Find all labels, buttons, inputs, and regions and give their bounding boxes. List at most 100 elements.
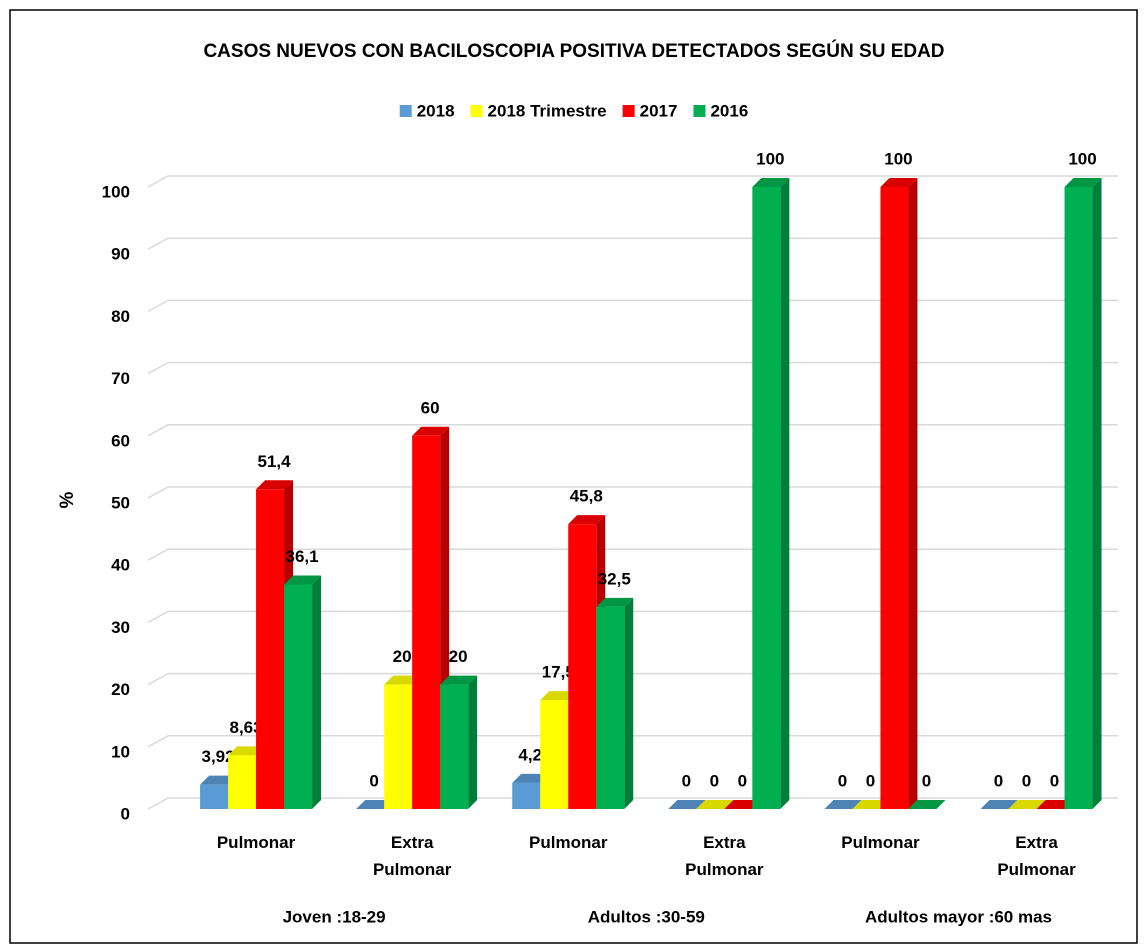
y-tick-label: 100 bbox=[102, 182, 130, 201]
grid-line bbox=[147, 299, 1118, 313]
bar-top bbox=[440, 675, 478, 685]
data-label: 17,5 bbox=[542, 663, 575, 682]
grid-line bbox=[147, 548, 1118, 561]
group-label: Adultos mayor :60 mas bbox=[865, 907, 1052, 926]
bar bbox=[568, 524, 597, 809]
legend-label: 2017 bbox=[640, 101, 678, 120]
bar-top bbox=[668, 800, 706, 809]
data-label: 0 bbox=[866, 771, 875, 790]
data-label: 36,1 bbox=[286, 547, 319, 566]
bar bbox=[512, 782, 541, 809]
data-label: 0 bbox=[738, 771, 747, 790]
y-tick-label: 0 bbox=[121, 804, 130, 823]
legend: 2018 2018 Trimestre 2017 2016 bbox=[399, 101, 748, 120]
group-label: Joven :18-29 bbox=[283, 907, 386, 926]
data-label: 0 bbox=[1022, 771, 1031, 790]
chart-title: CASOS NUEVOS CON BACILOSCOPIA POSITIVA D… bbox=[203, 40, 944, 62]
legend-label: 2018 Trimestre bbox=[488, 101, 607, 120]
y-tick-label: 40 bbox=[111, 556, 130, 575]
data-label: 20 bbox=[393, 647, 412, 666]
data-label: 100 bbox=[756, 149, 784, 168]
bar-top bbox=[752, 178, 790, 187]
data-label: 8,63 bbox=[230, 718, 263, 737]
grid-line bbox=[147, 237, 1118, 250]
data-label: 0 bbox=[369, 771, 378, 790]
data-label: 45,8 bbox=[570, 487, 603, 506]
bar-top bbox=[724, 800, 762, 809]
grid-line bbox=[147, 672, 1118, 686]
bar-top bbox=[256, 480, 294, 490]
bar-top bbox=[284, 575, 322, 585]
grid-line bbox=[147, 486, 1118, 499]
bar-top bbox=[512, 773, 550, 783]
data-label: 51,4 bbox=[258, 452, 292, 471]
legend-swatch bbox=[622, 105, 635, 117]
y-tick-label: 60 bbox=[111, 431, 130, 450]
bar-side bbox=[1092, 178, 1102, 809]
y-tick-label: 10 bbox=[111, 742, 130, 761]
bar-top bbox=[1064, 178, 1102, 187]
bar bbox=[228, 755, 257, 809]
bar-side bbox=[624, 597, 634, 809]
legend-swatch bbox=[399, 105, 412, 117]
legend-swatch bbox=[693, 105, 706, 117]
y-tick-label: 70 bbox=[111, 369, 130, 388]
data-label: 20 bbox=[449, 647, 468, 666]
data-label: 32,5 bbox=[598, 569, 631, 588]
bar-top bbox=[1008, 800, 1046, 809]
bar-top bbox=[200, 775, 238, 785]
bar bbox=[1064, 187, 1093, 809]
grid-line bbox=[147, 610, 1118, 624]
bar-side bbox=[468, 675, 478, 809]
bar-top bbox=[412, 426, 450, 436]
bar-side bbox=[780, 178, 790, 809]
y-tick-label: 30 bbox=[111, 618, 130, 637]
data-label: 0 bbox=[838, 771, 847, 790]
data-label: 0 bbox=[682, 771, 691, 790]
bar bbox=[880, 187, 909, 809]
x-tick-label: Extra Pulmonar bbox=[997, 833, 1076, 879]
x-tick-label: Pulmonar bbox=[216, 833, 296, 852]
y-tick-label: 80 bbox=[111, 307, 130, 326]
data-label: 100 bbox=[1068, 149, 1096, 168]
x-tick-label: Pulmonar bbox=[841, 833, 920, 852]
bar-top bbox=[540, 691, 578, 701]
bar bbox=[256, 489, 285, 809]
legend-label: 2018 bbox=[417, 101, 455, 120]
bar-side bbox=[312, 575, 322, 809]
bar bbox=[752, 187, 781, 809]
data-label: 3,92 bbox=[202, 747, 235, 766]
bar-top bbox=[356, 800, 394, 809]
grid-line bbox=[147, 735, 1118, 748]
data-label: 0 bbox=[1050, 771, 1059, 790]
data-label: 4,2 bbox=[518, 745, 542, 764]
bar-top bbox=[880, 178, 918, 187]
bar bbox=[412, 435, 441, 809]
grid-line bbox=[147, 361, 1118, 375]
bar bbox=[284, 584, 313, 809]
bar-top bbox=[980, 800, 1018, 809]
bar-top bbox=[1036, 800, 1074, 809]
data-label: 60 bbox=[421, 398, 440, 417]
bar-top bbox=[908, 800, 946, 809]
bar-top bbox=[696, 800, 734, 809]
data-label: 0 bbox=[994, 771, 1003, 790]
bar bbox=[200, 784, 229, 809]
bar-top bbox=[824, 800, 862, 809]
data-label: 100 bbox=[884, 149, 912, 168]
grid-line bbox=[147, 797, 1118, 810]
bar-top bbox=[596, 597, 634, 607]
x-tick-label: Pulmonar bbox=[529, 833, 608, 852]
x-tick-label: Extra Pulmonar bbox=[685, 833, 764, 879]
y-tick-label: 90 bbox=[111, 245, 130, 264]
data-label: 0 bbox=[922, 771, 931, 790]
y-tick-label: 50 bbox=[111, 493, 130, 512]
chart-border bbox=[9, 9, 1138, 944]
bar-side bbox=[908, 178, 918, 809]
bar-top bbox=[852, 800, 890, 809]
bar bbox=[384, 684, 413, 809]
x-tick-label: Extra Pulmonar bbox=[372, 833, 452, 879]
grid-line bbox=[147, 424, 1118, 437]
